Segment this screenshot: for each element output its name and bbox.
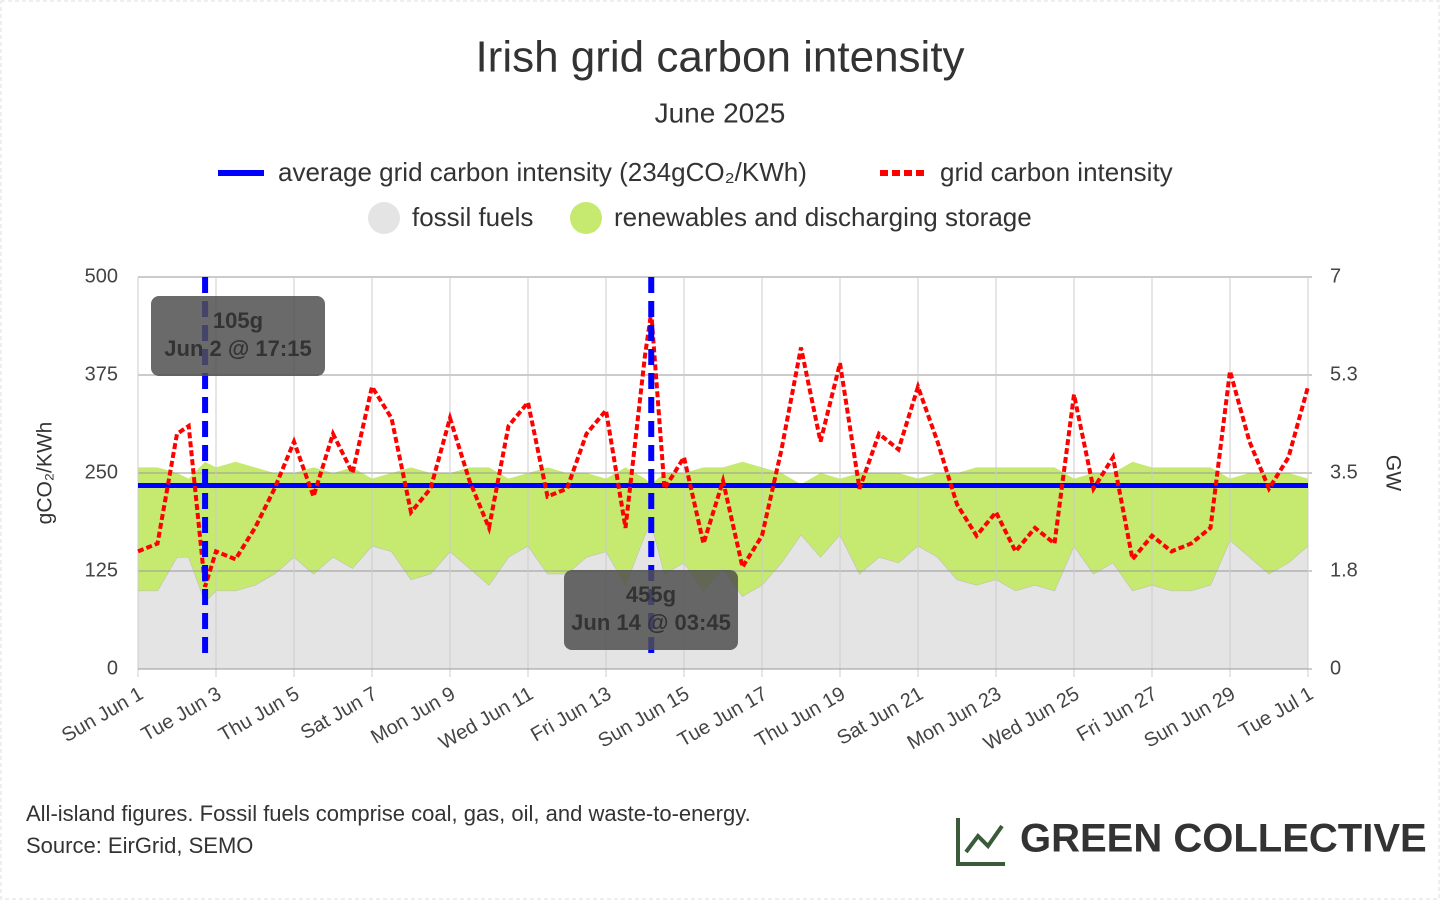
footnote: Source: EirGrid, SEMO [26,833,253,858]
y2-tick-label: 1.8 [1330,559,1358,581]
brand-logo [956,818,1005,866]
y2-tick-label: 5.3 [1330,363,1358,385]
legend-swatch [368,202,400,234]
footnote: All-island figures. Fossil fuels compris… [26,801,751,826]
y2-tick-label: 7 [1330,265,1341,287]
y-tick-label: 125 [85,559,118,581]
y-tick-label: 0 [107,657,118,679]
tooltip [564,570,738,650]
y2-tick-label: 3.5 [1330,461,1358,483]
y-axis-label: gCO₂/KWh [34,422,57,525]
tooltip-text: 105g [213,308,263,333]
y2-tick-label: 0 [1330,657,1341,679]
y-tick-label: 500 [85,265,118,287]
legend-swatch [570,202,602,234]
brand: GREEN COLLECTIVE [1020,817,1427,861]
tooltip [151,296,325,376]
tooltip-text: Jun 2 @ 17:15 [164,336,311,361]
chart-subtitle: June 2025 [655,97,786,128]
y-tick-label: 250 [85,461,118,483]
area [138,461,1308,602]
legend-label: average grid carbon intensity (234gCO₂/K… [278,157,807,187]
legend-label: renewables and discharging storage [614,202,1032,232]
tooltip-text: Jun 14 @ 03:45 [571,610,731,635]
legend-label: fossil fuels [412,202,533,232]
line [137,311,1310,588]
y2-axis-label: GW [1381,455,1404,491]
chart-title: Irish grid carbon intensity [475,33,964,82]
y-tick-label: 375 [85,363,118,385]
legend-label: grid carbon intensity [940,157,1173,187]
tooltip-text: 455g [626,582,676,607]
